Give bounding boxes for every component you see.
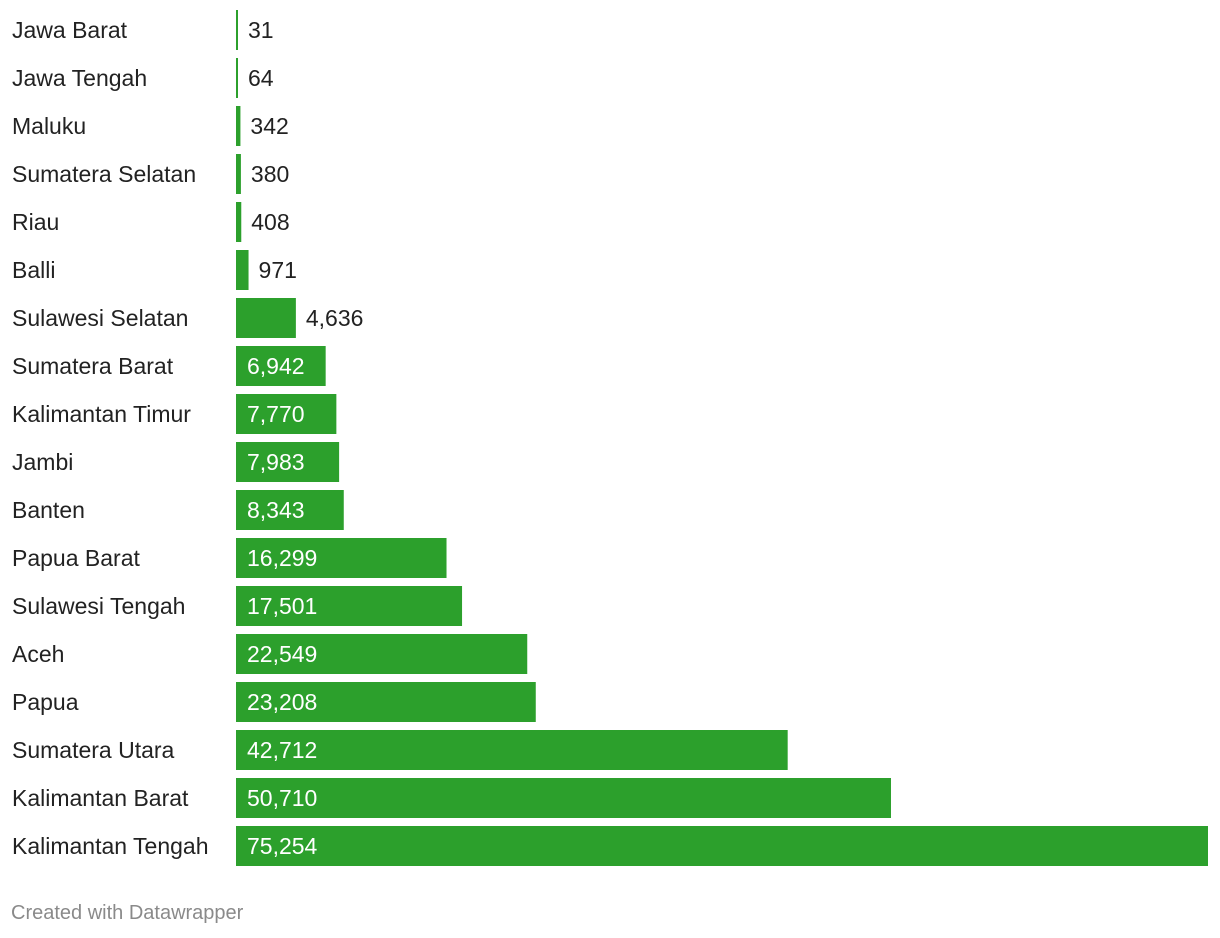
- value-label: 42,712: [247, 737, 317, 763]
- bar: [236, 778, 891, 818]
- value-label: 7,770: [247, 401, 305, 427]
- value-label: 31: [248, 17, 274, 43]
- bar: [236, 10, 238, 50]
- bar-chart: Jawa Barat Jawa Tengah Maluku Sumatera Sela…: [12, 10, 1208, 866]
- category-label: Sulawesi Tengah: [12, 593, 185, 619]
- category-label: Aceh: [12, 641, 64, 667]
- bar: [236, 58, 238, 98]
- category-label: Balli: [12, 257, 55, 283]
- bar: [236, 826, 1208, 866]
- category-labels: Jawa Barat Jawa Tengah Maluku Sumatera Sela…: [12, 17, 209, 859]
- value-label: 8,343: [247, 497, 305, 523]
- bar: [236, 442, 340, 482]
- bar: [236, 538, 447, 578]
- bar: [236, 586, 463, 626]
- bar: [236, 682, 536, 722]
- bar: [236, 490, 344, 530]
- bar: [236, 298, 296, 338]
- value-label: 971: [259, 257, 297, 283]
- value-label: 64: [248, 65, 274, 91]
- value-label: 6,942: [247, 353, 305, 379]
- bar: [236, 634, 528, 674]
- value-label: 22,549: [247, 641, 317, 667]
- value-label: 408: [251, 209, 289, 235]
- bar: [236, 730, 788, 770]
- category-label: Banten: [12, 497, 85, 523]
- category-label: Jambi: [12, 449, 73, 475]
- bar: [236, 394, 337, 434]
- value-label: 50,710: [247, 785, 317, 811]
- category-label: Sumatera Selatan: [12, 161, 196, 187]
- value-label: 7,983: [247, 449, 305, 475]
- value-label: 75,254: [247, 833, 318, 859]
- category-label: Jawa Barat: [12, 17, 128, 43]
- value-label: 17,501: [247, 593, 317, 619]
- footer-credit: Created with Datawrapper: [11, 902, 244, 924]
- value-label: 342: [250, 113, 288, 139]
- value-label: 16,299: [247, 545, 317, 571]
- category-label: Sulawesi Selatan: [12, 305, 188, 331]
- bar: [236, 154, 241, 194]
- category-label: Papua: [12, 689, 79, 715]
- category-label: Sumatera Utara: [12, 737, 175, 763]
- category-label: Riau: [12, 209, 59, 235]
- value-label: 380: [251, 161, 289, 187]
- category-label: Papua Barat: [12, 545, 140, 571]
- category-label: Sumatera Barat: [12, 353, 174, 379]
- value-label: 23,208: [247, 689, 317, 715]
- value-label: 4,636: [306, 305, 364, 331]
- bar: [236, 202, 242, 242]
- category-label: Maluku: [12, 113, 86, 139]
- category-label: Kalimantan Tengah: [12, 833, 209, 859]
- bar: [236, 106, 241, 146]
- bar: [236, 346, 326, 386]
- bar: [236, 250, 249, 290]
- category-label: Jawa Tengah: [12, 65, 147, 91]
- category-label: Kalimantan Timur: [12, 401, 191, 427]
- category-label: Kalimantan Barat: [12, 785, 189, 811]
- bars: [236, 10, 1208, 866]
